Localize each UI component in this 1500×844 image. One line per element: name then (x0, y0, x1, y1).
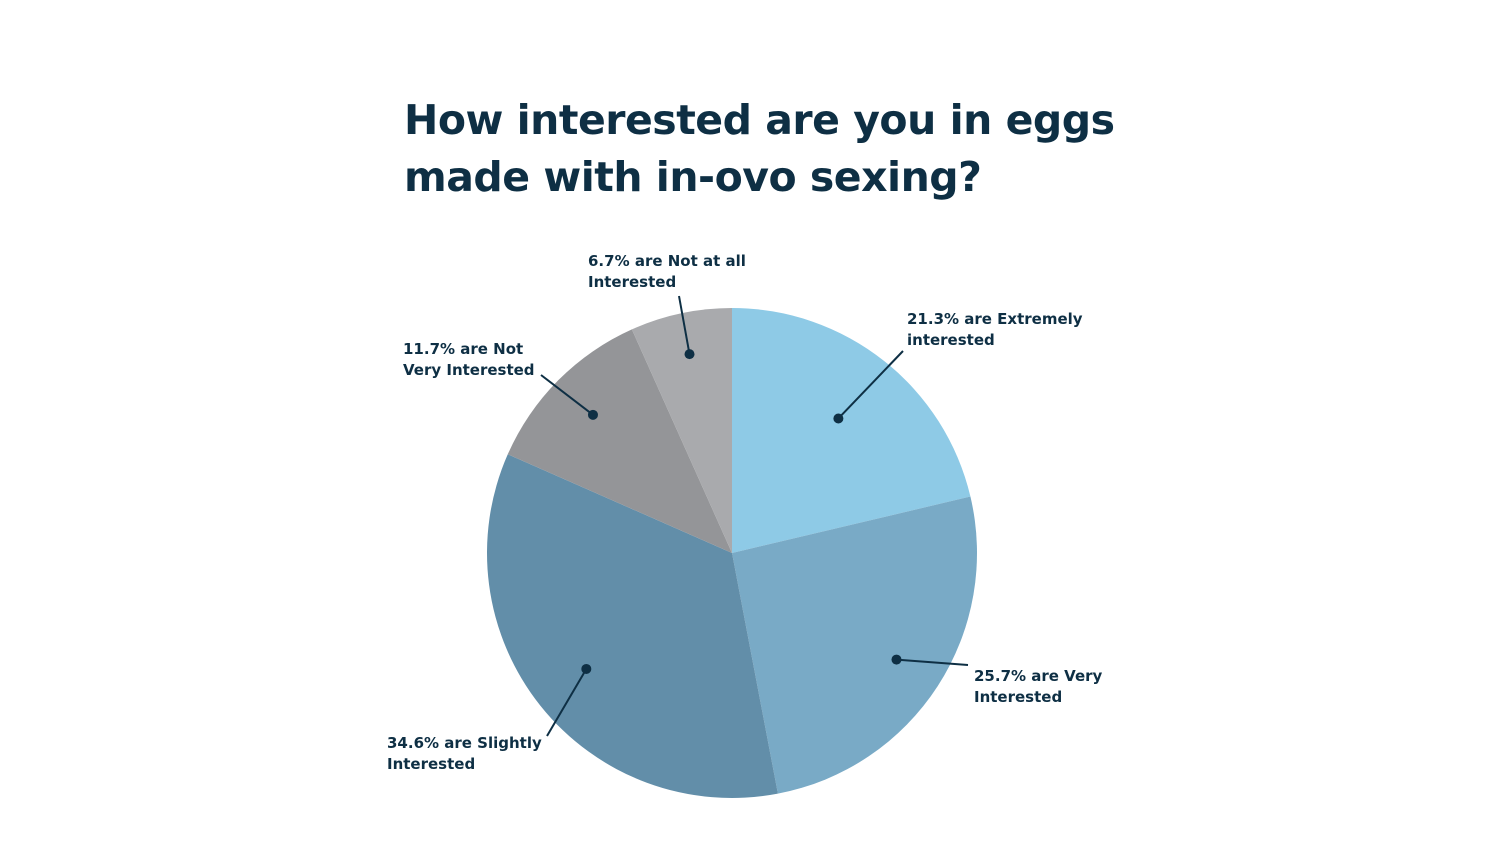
pie-labels: 21.3% are Extremely interested 25.7% are V… (387, 252, 1103, 773)
slice-label: 25.7% are Very Interested (974, 667, 1103, 706)
slice-label-line: interested (907, 331, 995, 349)
slice-label-line: 11.7% are Not (403, 340, 523, 358)
slice-label: 21.3% are Extremely interested (907, 310, 1083, 349)
callout-dot (581, 663, 592, 674)
callout-line (540, 374, 594, 416)
slice-label-line: 25.7% are Very (974, 667, 1103, 685)
slice-label-line: Interested (588, 273, 676, 291)
slice-label-line: 34.6% are Slightly (387, 734, 542, 752)
callout-dot (891, 654, 902, 665)
callout-line (837, 350, 904, 420)
pie-slice-not-at-all-interested (631, 308, 732, 553)
pie-slice-very-interested (732, 496, 978, 794)
chart-title: How interested are you in eggs made with… (404, 96, 1115, 201)
slice-label-line: 6.7% are Not at all (588, 252, 746, 270)
callout-line (678, 295, 691, 355)
slice-label-line: Interested (387, 755, 475, 773)
pie-slices (487, 308, 978, 798)
pie-slice-not-very-interested (507, 329, 732, 553)
pie-slice-slightly-interested (487, 454, 778, 798)
slice-label: 11.7% are Not Very Interested (403, 340, 535, 379)
callout-dot (587, 409, 598, 420)
callout-dot (684, 349, 695, 360)
slice-label: 6.7% are Not at all Interested (588, 252, 746, 291)
callout-dot (833, 413, 844, 424)
pie-slice-extremely-interested (732, 308, 971, 553)
callout-line (546, 668, 588, 737)
slice-label: 34.6% are Slightly Interested (387, 734, 542, 773)
slice-label-line: Interested (974, 688, 1062, 706)
slice-label-line: 21.3% are Extremely (907, 310, 1083, 328)
callout-line (896, 658, 969, 666)
slice-label-line: Very Interested (403, 361, 535, 379)
pie-callouts (540, 295, 969, 737)
